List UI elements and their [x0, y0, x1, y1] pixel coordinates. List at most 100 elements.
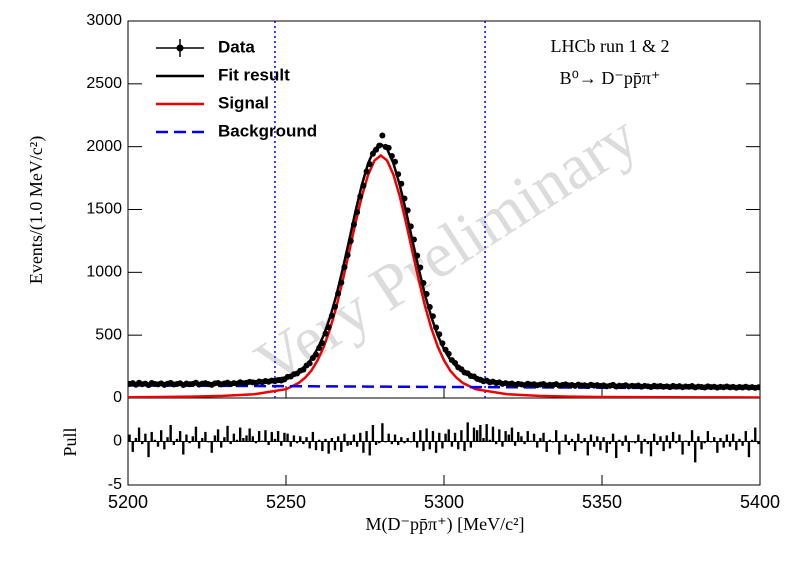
pull-bar [374, 441, 378, 445]
pull-bar [643, 438, 646, 442]
pull-bar [690, 430, 694, 442]
pull-bar [362, 441, 365, 453]
pull-bar [532, 433, 536, 442]
pull-bar [273, 438, 277, 442]
pull-bar [343, 433, 346, 442]
pull-bar [415, 441, 419, 448]
data-point [306, 360, 313, 367]
data-point [452, 359, 459, 366]
pull-bar [494, 441, 498, 445]
data-point [439, 340, 446, 347]
pull-bar [659, 436, 662, 442]
pull-bar [583, 438, 586, 442]
pull-bar [204, 431, 207, 442]
pull-bar [321, 441, 324, 452]
pull-bar [640, 441, 643, 454]
pull-bar [188, 441, 191, 444]
pull-bar [387, 433, 390, 442]
pull-bar [621, 441, 624, 446]
data-point [350, 221, 357, 228]
pull-bar [419, 430, 422, 442]
pull-bar [529, 440, 533, 442]
pull-bar [201, 438, 204, 442]
pull-bar [447, 429, 450, 442]
pull-bar [513, 441, 517, 446]
pull-bar [637, 434, 640, 442]
pull-bar [178, 431, 182, 442]
data-point [366, 161, 373, 168]
plot-area [128, 132, 760, 398]
pull-bar [618, 439, 621, 442]
pull-bar [649, 441, 653, 457]
pull-bar [463, 441, 466, 452]
pull-bar [207, 441, 210, 443]
legend-label: Data [218, 37, 255, 56]
data-point [404, 207, 411, 214]
pull-bar [147, 441, 150, 458]
pull-bar [438, 432, 441, 442]
pull-bar [479, 424, 482, 442]
pull-bar [327, 441, 330, 454]
pull-bar [523, 441, 526, 445]
data-point [347, 238, 354, 245]
pull-bar [295, 441, 299, 444]
pull-bar [744, 431, 747, 442]
pull-bar [472, 427, 476, 442]
pull-bar [741, 441, 744, 446]
fit-curve [128, 153, 760, 398]
pull-bar [239, 427, 242, 442]
pull-bar [381, 423, 384, 442]
pull-bar [491, 426, 495, 442]
pull-bar [254, 441, 258, 444]
pull-bar [738, 438, 741, 442]
pull-bar [703, 441, 706, 444]
pull-bar [520, 436, 523, 442]
data-point [328, 312, 335, 319]
pull-bar [412, 431, 416, 442]
pull-bar [434, 441, 438, 453]
pull-bar [671, 431, 675, 442]
data-point [410, 236, 417, 243]
pull-bar [197, 441, 201, 449]
y-axis-label: Events/(1.0 MeV/c²) [26, 136, 47, 284]
pull-bar [558, 441, 561, 455]
x-tick-label: 5200 [108, 492, 148, 512]
pull-bar [551, 441, 555, 443]
pull-bar [684, 440, 687, 442]
pull-bar [397, 441, 400, 445]
data-point [316, 344, 323, 351]
pull-bar [166, 437, 169, 442]
pull-bar [261, 440, 264, 442]
pull-bar [251, 436, 254, 442]
pull-bar [611, 433, 615, 442]
data-point [373, 146, 380, 153]
data-point [338, 279, 345, 286]
pull-bar [368, 441, 371, 456]
pull-bar [223, 437, 226, 442]
pull-bar [431, 431, 435, 442]
pull-bar [330, 438, 333, 442]
pull-bar [728, 441, 732, 447]
pull-bar [694, 441, 697, 463]
x-tick-label: 5400 [740, 492, 780, 512]
pull-bar [191, 436, 194, 442]
legend-label: Background [218, 121, 317, 140]
pull-bar [172, 441, 175, 445]
pull-bar [153, 439, 157, 442]
data-point [398, 180, 405, 187]
pull-bar [242, 438, 245, 442]
pull-bar [453, 432, 457, 442]
pull-bar [365, 431, 368, 442]
y-tick-label: 1500 [86, 201, 122, 218]
pull-bar [137, 427, 141, 442]
data-point [331, 303, 338, 310]
pull-bar [359, 432, 362, 442]
pull-bar [706, 431, 710, 442]
data-point [426, 304, 433, 311]
pull-bar [371, 424, 375, 442]
pull-bar [485, 424, 488, 442]
data-point [360, 182, 367, 189]
pull-bar [409, 441, 412, 443]
pull-bar [156, 441, 160, 447]
pull-bar [406, 438, 409, 442]
